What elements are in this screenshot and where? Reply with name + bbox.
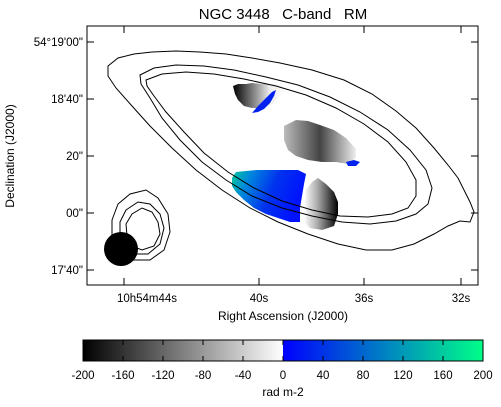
colorbar-tick-label-8: 120 <box>393 370 412 382</box>
y-tick-label-0: 54°19'00" <box>34 37 83 49</box>
colorbar-tick-label-4: -40 <box>235 370 252 382</box>
colorbar-tick-label-2: -120 <box>151 370 174 382</box>
colorbar-ticks <box>82 340 484 361</box>
beam-marker <box>104 232 138 266</box>
rm-region-south-west <box>232 170 306 222</box>
colorbar-tick-label-10: 200 <box>473 370 492 382</box>
x-tick-label-0: 10h54m44s <box>117 293 177 305</box>
rm-region-north <box>233 83 286 108</box>
contour-inner <box>145 71 417 218</box>
y-tick-label-4: 17'40" <box>51 265 83 277</box>
colorbar-negative <box>83 340 283 361</box>
y-tick-label-1: 18'40" <box>51 94 83 106</box>
y-axis-label: Declination (J2000) <box>3 104 17 207</box>
colorbar-tick-label-6: 40 <box>317 370 330 382</box>
colorbar: -200 -160 -120 -80 -40 0 40 80 120 160 200 <box>71 339 493 382</box>
rm-region-north-positive <box>252 90 276 113</box>
x-axis-label: Right Ascension (J2000) <box>218 309 348 323</box>
axis-ticks <box>87 26 478 285</box>
x-tick-label-3: 32s <box>452 293 471 305</box>
x-tick-label-1: 40s <box>250 293 269 305</box>
rm-region-center <box>284 120 356 164</box>
colorbar-tick-label-3: -80 <box>195 370 212 382</box>
y-tick-label-2: 20" <box>66 151 83 163</box>
colorbar-tick-label-1: -160 <box>111 370 134 382</box>
rm-region-south-east <box>304 178 338 230</box>
colorbar-tick-label-5: 0 <box>280 370 286 382</box>
plot-frame <box>86 25 479 286</box>
contour-middle <box>139 64 433 225</box>
colorbar-tick-label-9: 160 <box>433 370 452 382</box>
colorbar-tick-label-0: -200 <box>71 370 94 382</box>
colorbar-positive <box>283 340 483 361</box>
x-tick-label-2: 36s <box>355 293 374 305</box>
chart-title: NGC 3448 C-band RM <box>199 6 367 23</box>
colorbar-label: rad m-2 <box>262 385 304 399</box>
colorbar-tick-labels: -200 -160 -120 -80 -40 0 40 80 120 160 200 <box>71 370 492 382</box>
map-content <box>104 50 475 266</box>
rm-region-center-positive <box>346 160 360 166</box>
y-tick-label-3: 00" <box>66 208 83 220</box>
contour-outer <box>107 50 475 251</box>
colorbar-tick-label-7: 80 <box>357 370 370 382</box>
